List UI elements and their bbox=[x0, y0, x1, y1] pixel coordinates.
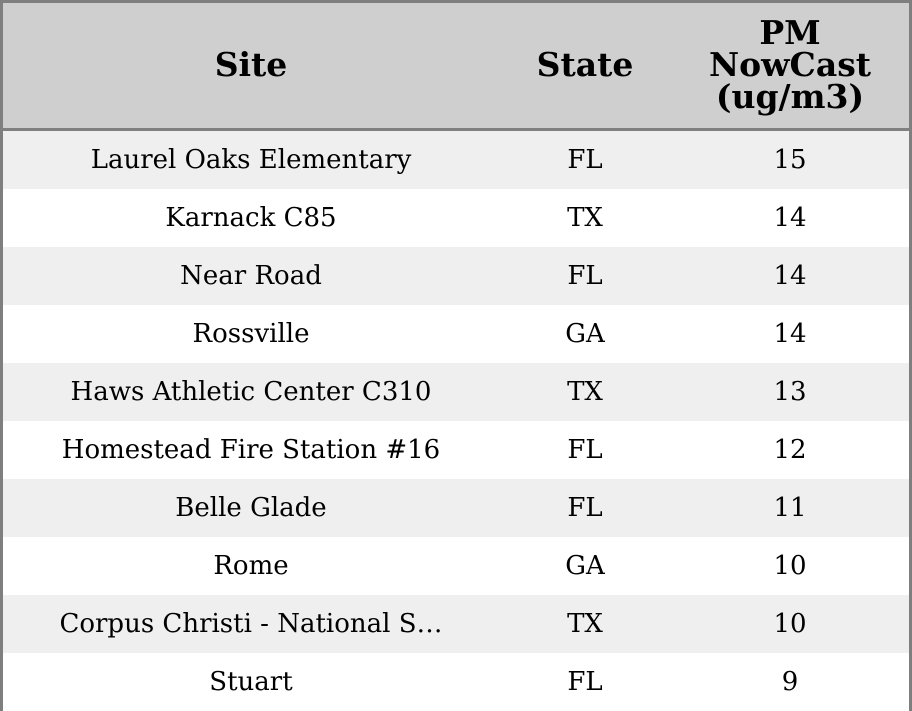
table-row: Haws Athletic Center C310 TX 13 bbox=[3, 362, 909, 421]
table-row: Near Road FL 14 bbox=[3, 246, 909, 305]
cell-pm-value: 12 bbox=[671, 420, 909, 479]
table-row: Corpus Christi - National S… TX 10 bbox=[3, 594, 909, 653]
column-header-site: Site bbox=[3, 3, 499, 131]
cell-state: FL bbox=[499, 420, 671, 479]
cell-state: FL bbox=[499, 652, 671, 711]
cell-state: FL bbox=[499, 129, 671, 189]
cell-site: Karnack C85 bbox=[3, 188, 499, 247]
cell-state: TX bbox=[499, 362, 671, 421]
cell-state: TX bbox=[499, 188, 671, 247]
table-row: Belle Glade FL 11 bbox=[3, 478, 909, 537]
data-table: Site State PM NowCast (ug/m3) Laurel Oak… bbox=[3, 3, 909, 711]
cell-site: Rossville bbox=[3, 304, 499, 363]
cell-pm-value: 14 bbox=[671, 188, 909, 247]
table-header: Site State PM NowCast (ug/m3) bbox=[3, 3, 909, 131]
cell-site: Haws Athletic Center C310 bbox=[3, 362, 499, 421]
cell-site: Corpus Christi - National S… bbox=[3, 594, 499, 653]
cell-state: GA bbox=[499, 536, 671, 595]
column-header-pm-nowcast: PM NowCast (ug/m3) bbox=[671, 3, 909, 131]
cell-pm-value: 9 bbox=[671, 652, 909, 711]
cell-site: Belle Glade bbox=[3, 478, 499, 537]
table-row: Homestead Fire Station #16 FL 12 bbox=[3, 420, 909, 479]
cell-site: Near Road bbox=[3, 246, 499, 305]
column-header-state: State bbox=[499, 3, 671, 131]
cell-pm-value: 10 bbox=[671, 594, 909, 653]
cell-site: Laurel Oaks Elementary bbox=[3, 129, 499, 189]
cell-pm-value: 10 bbox=[671, 536, 909, 595]
header-row: Site State PM NowCast (ug/m3) bbox=[3, 3, 909, 131]
table-body: Laurel Oaks Elementary FL 15 Karnack C85 TX 1… bbox=[3, 129, 909, 711]
cell-pm-value: 13 bbox=[671, 362, 909, 421]
cell-state: FL bbox=[499, 246, 671, 305]
table-row: Karnack C85 TX 14 bbox=[3, 188, 909, 247]
table-row: Stuart FL 9 bbox=[3, 652, 909, 711]
cell-state: GA bbox=[499, 304, 671, 363]
cell-site: Homestead Fire Station #16 bbox=[3, 420, 499, 479]
cell-pm-value: 11 bbox=[671, 478, 909, 537]
cell-site: Rome bbox=[3, 536, 499, 595]
cell-state: TX bbox=[499, 594, 671, 653]
table-row: Rossville GA 14 bbox=[3, 304, 909, 363]
table-row: Rome GA 10 bbox=[3, 536, 909, 595]
cell-pm-value: 14 bbox=[671, 246, 909, 305]
cell-pm-value: 15 bbox=[671, 129, 909, 189]
cell-pm-value: 14 bbox=[671, 304, 909, 363]
table-row: Laurel Oaks Elementary FL 15 bbox=[3, 129, 909, 189]
cell-state: FL bbox=[499, 478, 671, 537]
cell-site: Stuart bbox=[3, 652, 499, 711]
